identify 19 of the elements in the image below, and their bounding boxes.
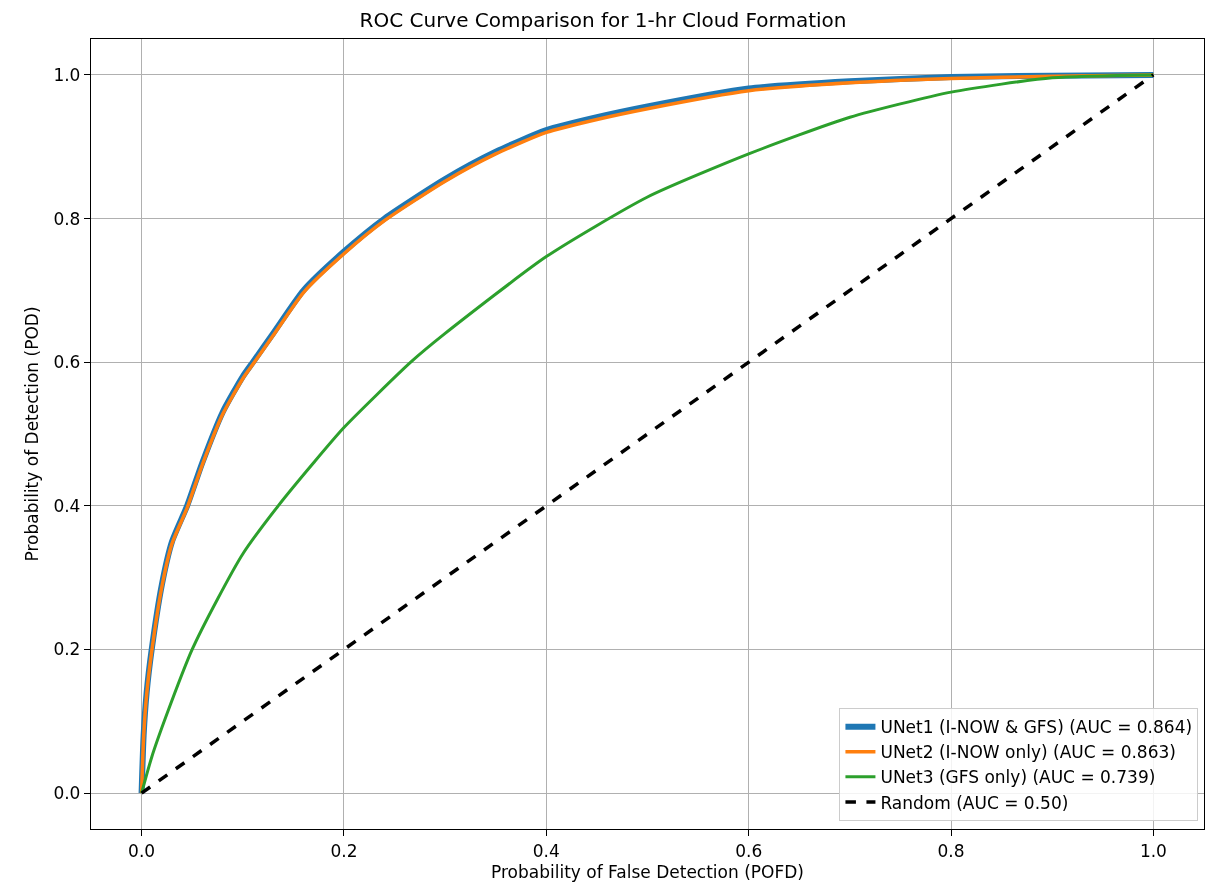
legend-label: UNet2 (I-NOW only) (AUC = 0.863) xyxy=(880,742,1176,763)
x-tick-label: 0.6 xyxy=(735,840,763,861)
y-tick-label: 0.0 xyxy=(53,783,81,804)
x-tick-label: 0.4 xyxy=(532,840,560,861)
x-tick-label: 0.2 xyxy=(330,840,358,861)
x-tick-label: 0.8 xyxy=(937,840,965,861)
legend-label: UNet3 (GFS only) (AUC = 0.739) xyxy=(880,767,1156,788)
chart-title: ROC Curve Comparison for 1-hr Cloud Formation xyxy=(359,8,847,33)
y-tick-label: 0.6 xyxy=(53,352,81,373)
x-tick-label: 1.0 xyxy=(1139,840,1167,861)
x-axis-title: Probability of False Detection (POFD) xyxy=(491,861,804,882)
x-tick-label: 0.0 xyxy=(128,840,156,861)
y-tick-label: 0.2 xyxy=(53,639,81,660)
y-tick-label: 1.0 xyxy=(53,64,81,85)
y-tick-label: 0.4 xyxy=(53,495,81,516)
y-tick-label: 0.8 xyxy=(53,208,81,229)
legend-label: UNet1 (I-NOW & GFS) (AUC = 0.864) xyxy=(880,717,1193,738)
legend-label: Random (AUC = 0.50) xyxy=(880,792,1069,813)
y-axis-title: Probability of Detection (POD) xyxy=(21,306,42,562)
